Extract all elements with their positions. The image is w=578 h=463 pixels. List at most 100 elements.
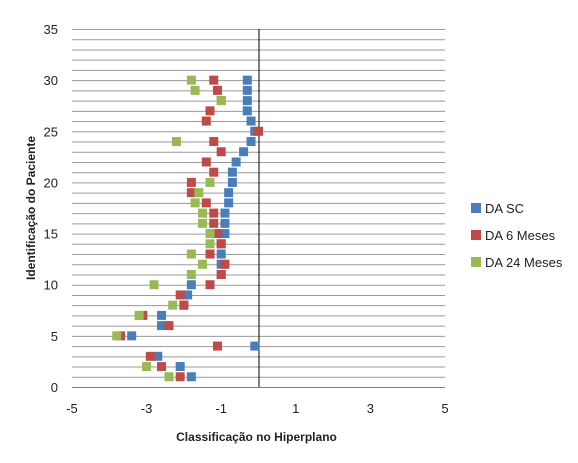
data-point bbox=[179, 300, 189, 310]
data-point bbox=[246, 116, 256, 126]
x-tick-label: 1 bbox=[292, 401, 299, 416]
data-point bbox=[205, 249, 215, 259]
data-point bbox=[149, 280, 159, 290]
data-point bbox=[186, 269, 196, 279]
data-point bbox=[164, 321, 174, 331]
data-point bbox=[250, 341, 260, 351]
x-tick-labels: -5 -3 -1 1 3 5 bbox=[66, 401, 448, 416]
data-point bbox=[112, 331, 122, 341]
data-point bbox=[205, 229, 215, 239]
data-point bbox=[216, 249, 226, 259]
data-point bbox=[209, 208, 219, 218]
data-point bbox=[212, 341, 222, 351]
legend-swatch bbox=[471, 257, 481, 267]
data-point bbox=[205, 280, 215, 290]
data-point bbox=[186, 249, 196, 259]
data-point bbox=[175, 372, 185, 382]
data-point bbox=[242, 96, 252, 106]
legend-swatch bbox=[471, 230, 481, 240]
data-point bbox=[175, 362, 185, 372]
data-point bbox=[231, 157, 241, 167]
data-point bbox=[254, 126, 263, 136]
data-point bbox=[212, 229, 222, 239]
data-point bbox=[216, 96, 226, 106]
data-point bbox=[209, 167, 219, 177]
y-tick-labels: 0 5 10 15 20 25 30 35 bbox=[44, 22, 58, 395]
data-point bbox=[220, 218, 230, 228]
data-point bbox=[153, 351, 163, 361]
data-point bbox=[239, 147, 249, 157]
data-point bbox=[246, 137, 256, 147]
data-point bbox=[190, 198, 200, 208]
data-point bbox=[157, 321, 167, 331]
data-point bbox=[201, 157, 211, 167]
data-point bbox=[216, 269, 226, 279]
data-point bbox=[242, 106, 252, 116]
data-point bbox=[242, 85, 252, 95]
x-tick-label: -5 bbox=[66, 401, 78, 416]
data-point bbox=[216, 239, 226, 249]
data-point bbox=[194, 188, 204, 198]
data-point bbox=[134, 310, 144, 320]
legend-swatch bbox=[471, 203, 481, 213]
data-point bbox=[157, 310, 167, 320]
x-tick-label: -1 bbox=[215, 401, 227, 416]
data-point bbox=[168, 300, 178, 310]
data-point bbox=[201, 116, 211, 126]
legend-label: DA 24 Meses bbox=[485, 255, 563, 270]
y-tick-label: 10 bbox=[44, 278, 58, 293]
y-axis-title: Identificação do Paciente bbox=[24, 136, 38, 280]
y-tick-label: 30 bbox=[44, 73, 58, 88]
data-point bbox=[127, 331, 137, 341]
data-point bbox=[209, 137, 219, 147]
data-point bbox=[205, 239, 215, 249]
data-point bbox=[190, 85, 200, 95]
data-point bbox=[175, 290, 185, 300]
data-point bbox=[186, 372, 196, 382]
x-tick-label: -3 bbox=[141, 401, 153, 416]
data-point bbox=[198, 259, 208, 269]
data-point bbox=[201, 198, 211, 208]
data-point bbox=[220, 229, 230, 239]
data-point bbox=[198, 218, 208, 228]
x-axis-title: Classificação no Hiperplano bbox=[176, 430, 337, 444]
series-2 bbox=[112, 75, 226, 382]
data-points bbox=[112, 75, 263, 382]
data-point bbox=[227, 167, 237, 177]
data-point bbox=[171, 137, 181, 147]
legend-label: DA 6 Meses bbox=[485, 228, 556, 243]
legend-label: DA SC bbox=[485, 201, 524, 216]
data-point bbox=[157, 362, 167, 372]
data-point bbox=[205, 106, 215, 116]
data-point bbox=[227, 177, 237, 187]
y-tick-label: 0 bbox=[51, 380, 58, 395]
data-point bbox=[220, 259, 230, 269]
data-point bbox=[164, 372, 174, 382]
data-point bbox=[220, 208, 230, 218]
y-tick-label: 25 bbox=[44, 124, 58, 139]
data-point bbox=[145, 351, 155, 361]
data-point bbox=[142, 362, 152, 372]
data-point bbox=[209, 75, 219, 85]
data-point bbox=[205, 177, 215, 187]
legend: DA SC DA 6 Meses DA 24 Meses bbox=[471, 201, 563, 270]
data-point bbox=[212, 85, 222, 95]
data-point bbox=[186, 188, 196, 198]
y-tick-label: 35 bbox=[44, 22, 58, 37]
y-tick-label: 20 bbox=[44, 175, 58, 190]
data-point bbox=[198, 208, 208, 218]
data-point bbox=[242, 75, 252, 85]
y-tick-label: 5 bbox=[51, 329, 58, 344]
data-point bbox=[186, 280, 196, 290]
data-point bbox=[216, 147, 226, 157]
data-point bbox=[224, 198, 234, 208]
data-point bbox=[186, 177, 196, 187]
data-point bbox=[209, 218, 219, 228]
y-tick-label: 15 bbox=[44, 227, 58, 242]
x-tick-label: 3 bbox=[367, 401, 374, 416]
x-tick-label: 5 bbox=[441, 401, 448, 416]
data-point bbox=[183, 290, 193, 300]
data-point bbox=[224, 188, 234, 198]
data-point bbox=[186, 75, 196, 85]
